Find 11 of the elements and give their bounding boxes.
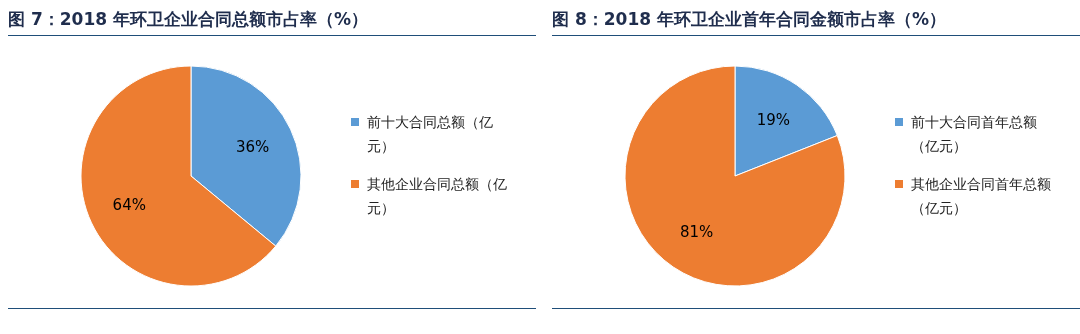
legend-label: 前十大合同总额（亿元） <box>367 113 494 156</box>
chart-title: 图 8：2018 年环卫企业首年合同金额市占率（%） <box>552 8 1080 36</box>
data-label: 81% <box>679 223 714 242</box>
legend-label: 前十大合同首年总额（亿元） <box>911 113 1038 156</box>
data-label: 64% <box>112 196 146 215</box>
legend-label: 其他企业合同首年总额（亿元） <box>911 175 1052 218</box>
data-label: 36% <box>236 137 270 156</box>
legend-label: 其他企业合同总额（亿元） <box>367 175 508 218</box>
data-label: 19% <box>756 110 791 129</box>
pie-slice <box>624 65 846 287</box>
chart-title: 图 7：2018 年环卫企业合同总额市占率（%） <box>8 8 536 36</box>
